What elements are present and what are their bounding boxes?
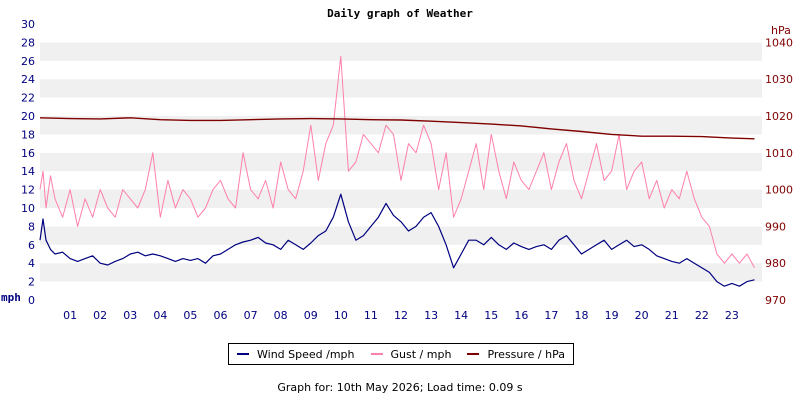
right-tick-label: 1040	[765, 36, 793, 49]
legend-item-wind: Wind Speed /mph	[237, 348, 355, 361]
left-tick-label: 8	[28, 220, 35, 233]
grid-band	[40, 244, 762, 264]
right-tick-label: 1010	[765, 147, 793, 160]
right-tick-label: 970	[765, 294, 786, 307]
graph-footer: Graph for: 10th May 2026; Load time: 0.0…	[277, 381, 523, 394]
grid-band	[40, 189, 762, 208]
gust-line	[39, 55, 755, 269]
left-tick-label: 24	[21, 73, 35, 86]
x-axis-ticks: 01 02 03 04 05 06 07 08 09 10 11 12 13 14 15 16 17 18 19 20…	[63, 309, 739, 322]
left-tick-label: 6	[28, 239, 35, 252]
right-axis-unit: hPa	[771, 24, 791, 37]
left-tick-label: 10	[21, 202, 35, 215]
left-tick-label: 20	[21, 110, 35, 123]
grid-band	[40, 134, 762, 153]
x-tick-label: 09	[304, 309, 318, 322]
left-tick-label: 28	[21, 36, 35, 49]
left-tick-label: 30	[21, 18, 35, 31]
right-tick-label: 1030	[765, 73, 793, 86]
grid-band	[40, 42, 762, 61]
x-tick-label: 13	[424, 309, 438, 322]
legend-label-wind: Wind Speed /mph	[257, 347, 355, 361]
x-tick-label: 17	[544, 309, 558, 322]
grid-band	[40, 152, 762, 172]
left-tick-label: 0	[28, 294, 35, 307]
x-tick-label: 03	[123, 309, 137, 322]
wind-series	[39, 193, 755, 287]
right-tick-label: 990	[765, 220, 786, 233]
left-tick-label: 22	[21, 92, 35, 105]
left-tick-label: 4	[28, 257, 35, 270]
left-tick-label: 12	[21, 184, 35, 197]
grid-band	[40, 226, 762, 245]
legend-label-pressure: Pressure / hPa	[487, 347, 565, 361]
x-tick-label: 21	[665, 309, 679, 322]
left-tick-label: 26	[21, 55, 35, 68]
legend-label-gust: Gust / mph	[390, 347, 452, 361]
x-tick-label: 01	[63, 309, 77, 322]
wind-speed-line	[39, 193, 755, 287]
x-tick-label: 18	[575, 309, 589, 322]
grid-band	[40, 24, 762, 43]
left-axis-unit: mph	[1, 291, 21, 304]
legend-item-gust: Gust / mph	[370, 347, 452, 361]
x-tick-label: 19	[605, 309, 619, 322]
grid-band	[40, 60, 762, 80]
chart-title: Daily graph of Weather	[327, 7, 473, 20]
pressure-line	[39, 117, 755, 140]
x-tick-label: 02	[93, 309, 107, 322]
right-tick-label: 980	[765, 257, 786, 270]
x-tick-label: 14	[454, 309, 468, 322]
right-axis-ticks: 970 980 990 1000 1010 1020 1030 1040	[765, 36, 793, 307]
x-tick-label: 07	[244, 309, 258, 322]
gust-series	[39, 55, 755, 269]
grid-band	[40, 79, 762, 98]
grid-band	[40, 263, 762, 282]
right-tick-label: 1000	[765, 184, 793, 197]
x-tick-label: 20	[635, 309, 649, 322]
pressure-series	[39, 117, 755, 140]
right-tick-label: 1020	[765, 110, 793, 123]
left-tick-label: 16	[21, 147, 35, 160]
left-tick-label: 14	[21, 165, 35, 178]
x-tick-label: 05	[183, 309, 197, 322]
plot-bands	[40, 24, 762, 300]
legend-item-pressure: Pressure / hPa	[467, 348, 565, 361]
x-tick-label: 06	[214, 309, 228, 322]
grid-band	[40, 97, 762, 116]
x-tick-label: 11	[364, 309, 378, 322]
grid-band	[40, 208, 762, 227]
x-tick-label: 15	[484, 309, 498, 322]
x-tick-label: 23	[725, 309, 739, 322]
legend-swatch-gust	[370, 353, 383, 355]
x-tick-label: 12	[394, 309, 408, 322]
x-tick-label: 16	[514, 309, 528, 322]
x-tick-label: 04	[153, 309, 167, 322]
legend-swatch-wind	[237, 353, 249, 355]
left-tick-label: 2	[28, 276, 35, 289]
grid-band	[40, 281, 762, 300]
left-tick-label: 18	[21, 128, 35, 141]
legend-swatch-pressure	[467, 353, 480, 355]
x-tick-label: 10	[334, 309, 348, 322]
x-tick-label: 08	[274, 309, 288, 322]
x-tick-label: 22	[695, 309, 709, 322]
chart-legend: Wind Speed /mph Gust / mph Pressure / hP…	[228, 343, 574, 365]
